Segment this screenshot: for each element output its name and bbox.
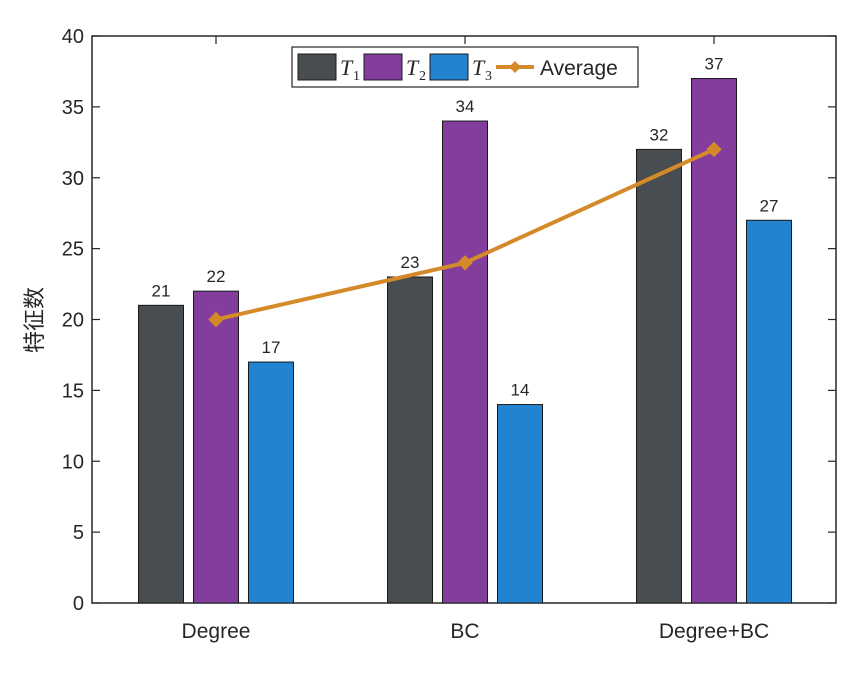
y-tick-label: 40 — [62, 26, 84, 48]
data-label: 34 — [456, 97, 475, 116]
data-label: 37 — [705, 55, 724, 74]
legend-swatch — [363, 53, 403, 81]
x-tick-label: Degree+BC — [659, 620, 769, 643]
legend-label-average: Average — [540, 57, 618, 80]
y-tick-label: 10 — [62, 451, 84, 473]
bar-t3-degree — [248, 361, 294, 604]
bar-t1-degree-bc — [636, 148, 682, 604]
x-tick-label: Degree — [182, 620, 251, 643]
average-marker — [706, 141, 722, 158]
legend-label-subscript: 3 — [485, 69, 492, 84]
y-tick-label: 0 — [73, 593, 84, 615]
y-tick-label: 5 — [73, 522, 84, 544]
bar-t1-degree — [138, 304, 184, 604]
legend-label: T — [406, 55, 420, 80]
legend-swatch — [297, 53, 337, 81]
average-marker — [208, 311, 224, 328]
bar-t2-bc — [442, 120, 488, 604]
data-label: 17 — [262, 338, 281, 357]
legend-label-subscript: 1 — [353, 69, 360, 84]
legend-label: T — [472, 55, 486, 80]
average-marker — [457, 255, 473, 271]
y-axis-label: 特征数 — [23, 287, 48, 353]
y-tick-label: 20 — [62, 310, 84, 332]
x-tick-label: BC — [450, 620, 479, 643]
y-tick-label: 25 — [62, 239, 84, 261]
data-label: 22 — [207, 267, 226, 286]
legend-label-subscript: 2 — [419, 69, 426, 84]
data-label: 32 — [650, 125, 669, 144]
bar-t3-degree-bc — [746, 219, 792, 604]
bar-t1-bc — [387, 276, 433, 604]
y-tick-label: 35 — [62, 97, 84, 119]
legend: T 1 T 2 T 3 Average — [291, 46, 639, 88]
legend-label: T — [340, 55, 354, 80]
legend-marker — [509, 61, 521, 73]
data-label: 21 — [152, 281, 171, 300]
y-tick-label: 15 — [62, 380, 84, 402]
y-tick-label: 30 — [62, 168, 84, 190]
bar-t2-degree-bc — [691, 78, 737, 604]
legend-swatch — [429, 53, 469, 81]
bar-t3-bc — [497, 404, 543, 604]
data-label: 27 — [760, 196, 779, 215]
data-label: 14 — [511, 381, 530, 400]
bar-t2-degree — [193, 290, 239, 604]
data-label: 23 — [401, 253, 420, 272]
